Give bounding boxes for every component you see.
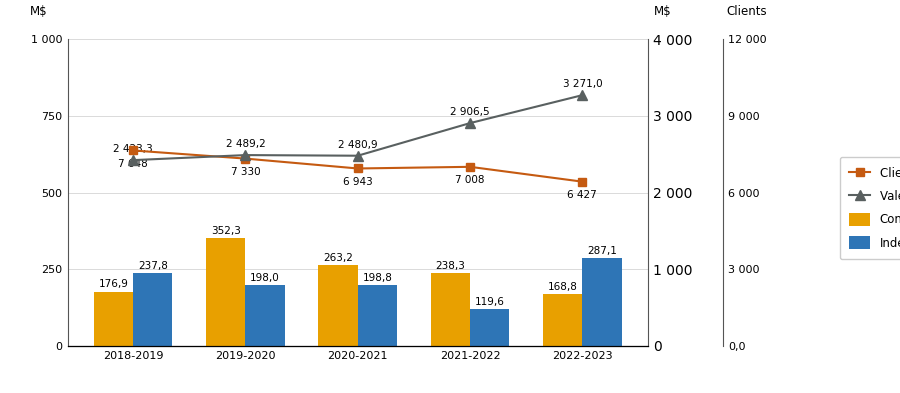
- Text: 119,6: 119,6: [474, 297, 505, 307]
- Text: 6 943: 6 943: [343, 177, 373, 187]
- Text: 352,3: 352,3: [211, 226, 241, 236]
- Text: 7 648: 7 648: [118, 159, 148, 169]
- Text: 168,8: 168,8: [548, 282, 578, 292]
- Text: 198,0: 198,0: [250, 273, 280, 283]
- Text: Clients: Clients: [726, 5, 767, 18]
- Text: 263,2: 263,2: [323, 253, 353, 263]
- Bar: [470, 309, 509, 346]
- Text: 7 330: 7 330: [230, 167, 260, 177]
- Bar: [543, 294, 582, 346]
- Text: 2 423,3: 2 423,3: [113, 144, 153, 154]
- Legend: Clients assurés, Valeurs assurées, Contributions, Indemnités: Clients assurés, Valeurs assurées, Contr…: [840, 157, 900, 259]
- Bar: [133, 273, 173, 346]
- Text: 176,9: 176,9: [99, 279, 129, 290]
- Text: 2 906,5: 2 906,5: [450, 107, 490, 117]
- Text: 237,8: 237,8: [138, 261, 167, 271]
- Bar: [246, 285, 284, 346]
- Text: 198,8: 198,8: [363, 273, 392, 283]
- Bar: [319, 265, 358, 346]
- Bar: [582, 258, 622, 346]
- Text: 287,1: 287,1: [587, 246, 617, 256]
- Text: M$: M$: [653, 5, 671, 18]
- Text: 7 008: 7 008: [455, 175, 485, 185]
- Text: M$: M$: [30, 5, 48, 18]
- Text: 3 271,0: 3 271,0: [562, 79, 602, 89]
- Text: 2 480,9: 2 480,9: [338, 140, 378, 150]
- Bar: [94, 292, 133, 346]
- Text: 238,3: 238,3: [436, 261, 465, 271]
- Text: 2 489,2: 2 489,2: [226, 139, 266, 149]
- Bar: [431, 273, 470, 346]
- Bar: [206, 238, 246, 346]
- Text: 6 427: 6 427: [567, 190, 598, 200]
- Bar: [358, 285, 397, 346]
